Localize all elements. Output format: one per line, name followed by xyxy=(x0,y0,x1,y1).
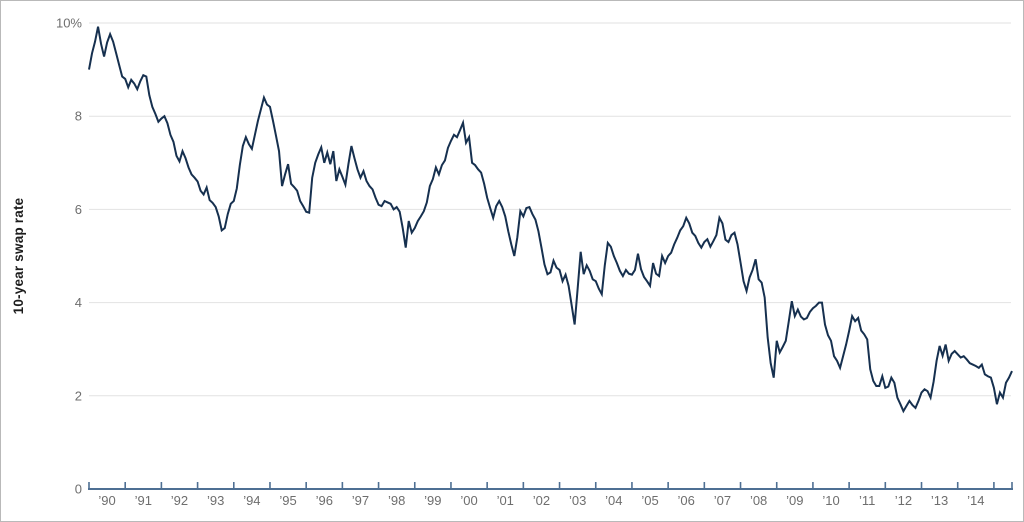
x-tick-label: ’96 xyxy=(316,493,333,508)
y-tick-label: 4 xyxy=(75,295,82,310)
gridlines xyxy=(89,22,1011,397)
y-tick-label: 6 xyxy=(75,202,82,217)
x-tick-label: ’97 xyxy=(352,493,369,508)
x-tick-label: ’00 xyxy=(460,493,477,508)
x-tick-label: ’08 xyxy=(750,493,767,508)
x-tick-label: ’95 xyxy=(279,493,296,508)
x-axis xyxy=(88,482,1013,490)
x-tick-label: ’03 xyxy=(569,493,586,508)
x-tick-label: ’11 xyxy=(859,493,875,508)
x-tick-label: ’05 xyxy=(641,493,658,508)
x-tick-label: ’07 xyxy=(714,493,731,508)
x-tick-label: ’93 xyxy=(207,493,224,508)
x-tick-label: ’10 xyxy=(822,493,839,508)
y-tick-label: 2 xyxy=(75,388,82,403)
x-tick-label: ’12 xyxy=(895,493,912,508)
swap-rate-line xyxy=(88,26,1013,414)
x-tick-label: ’02 xyxy=(533,493,550,508)
x-tick-label: ’01 xyxy=(497,493,514,508)
x-tick-label: ’06 xyxy=(678,493,695,508)
y-tick-label: 10% xyxy=(56,16,82,31)
y-tick-label: 8 xyxy=(75,109,82,124)
x-tick-label: ’99 xyxy=(424,493,441,508)
x-tick-label: ’09 xyxy=(786,493,803,508)
x-tick-label: ’91 xyxy=(135,493,152,508)
rate-line-series xyxy=(88,26,1013,414)
x-axis-labels: ’90 ’91 ’92 ’93 ’94 ’95 ’96 ’97 ’98 ’99 ’00 ’01 ’02 ’… xyxy=(98,493,984,508)
x-tick-label: ’90 xyxy=(98,493,115,508)
y-axis-title: 10-year swap rate xyxy=(11,197,26,314)
x-tick-label: ’04 xyxy=(605,493,622,508)
x-tick-label: ’98 xyxy=(388,493,405,508)
y-axis-labels: 10% 8 6 4 2 0 xyxy=(56,16,82,497)
y-tick-label: 0 xyxy=(75,482,82,497)
x-tick-label: ’92 xyxy=(171,493,188,508)
x-tick-label: ’13 xyxy=(931,493,948,508)
x-tick-label: ’94 xyxy=(243,493,260,508)
x-tick-label: ’14 xyxy=(967,493,984,508)
